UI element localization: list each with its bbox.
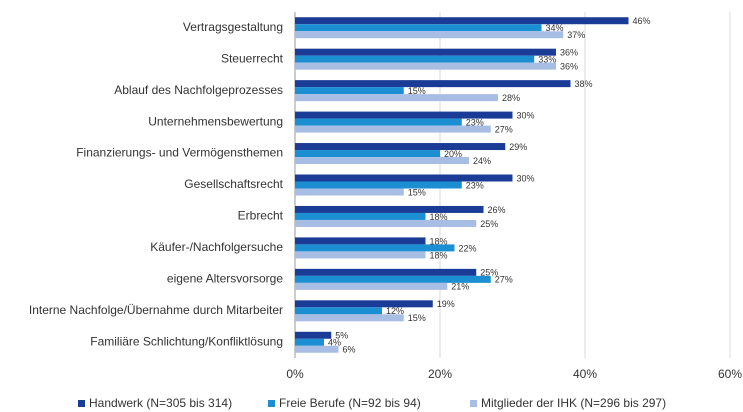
bar: [295, 157, 469, 165]
bar: [295, 24, 542, 32]
bar: [295, 219, 477, 227]
bar: [295, 244, 455, 252]
value-label: 24%: [473, 156, 491, 166]
value-label: 27%: [495, 275, 513, 285]
bar: [295, 345, 339, 353]
value-label: 6%: [343, 345, 356, 355]
legend-marker: [470, 400, 477, 407]
value-label: 18%: [430, 250, 448, 260]
bar: [295, 118, 462, 126]
legend-marker: [268, 400, 275, 407]
bar: [295, 48, 556, 56]
bar: [295, 307, 382, 315]
value-label: 34%: [546, 23, 564, 33]
value-label: 33%: [538, 55, 556, 65]
value-label: 28%: [502, 93, 520, 103]
bar: [295, 275, 491, 283]
legend-label: Freie Berufe (N=92 bis 94): [279, 396, 421, 410]
value-label: 23%: [466, 117, 484, 127]
x-tick-label: 0%: [286, 367, 304, 381]
value-label: 21%: [451, 282, 469, 292]
y-tick-label: Finanzierungs- und Vermögensthemen: [76, 146, 283, 160]
bar: [295, 212, 426, 220]
bar: [295, 143, 506, 151]
bar: [295, 331, 332, 339]
bar: [295, 268, 477, 276]
bar: [295, 150, 440, 158]
y-tick-label: Gesellschaftsrecht: [184, 177, 283, 191]
value-label: 23%: [466, 180, 484, 190]
value-label: 15%: [408, 313, 426, 323]
value-label: 4%: [328, 338, 341, 348]
value-label: 36%: [560, 62, 578, 72]
value-label: 46%: [633, 16, 651, 26]
bar: [295, 31, 564, 39]
value-label: 18%: [430, 212, 448, 222]
legend-label: Handwerk (N=305 bis 314): [89, 396, 232, 410]
y-tick-label: Käufer-/Nachfolgersuche: [150, 240, 283, 254]
value-label: 37%: [567, 30, 585, 40]
bar: [295, 188, 404, 196]
y-tick-label: Erbrecht: [238, 209, 284, 223]
bar: [295, 300, 433, 308]
value-label: 36%: [560, 48, 578, 58]
y-tick-label: eigene Altersvorsorge: [167, 272, 283, 286]
bar: [295, 181, 462, 189]
value-label: 15%: [408, 187, 426, 197]
value-label: 25%: [480, 268, 498, 278]
bar: [295, 80, 571, 88]
value-label: 29%: [509, 142, 527, 152]
y-tick-label: Familiäre Schlichtung/Konfliktlösung: [90, 334, 283, 348]
value-label: 5%: [335, 331, 348, 341]
y-tick-label: Steuerrecht: [221, 51, 284, 65]
bar: [295, 55, 535, 63]
y-tick-label: Interne Nachfolge/Übernahme durch Mitarb…: [29, 303, 283, 317]
bar: [295, 17, 629, 25]
bar: [295, 174, 513, 182]
value-label: 30%: [517, 173, 535, 183]
x-tick-label: 20%: [428, 367, 452, 381]
legend-marker: [78, 400, 85, 407]
value-label: 19%: [437, 299, 455, 309]
y-tick-label: Ablauf des Nachfolgeprozesses: [114, 83, 283, 97]
value-label: 25%: [480, 219, 498, 229]
bar: [295, 62, 556, 70]
value-label: 18%: [430, 236, 448, 246]
value-label: 38%: [575, 79, 593, 89]
value-label: 30%: [517, 110, 535, 120]
value-label: 12%: [386, 306, 404, 316]
bar: [295, 94, 498, 102]
bar: [295, 237, 426, 245]
bar: [295, 338, 324, 346]
bar: [295, 111, 513, 119]
bar: [295, 282, 448, 290]
bar: [295, 87, 404, 95]
value-label: 22%: [459, 243, 477, 253]
value-label: 15%: [408, 86, 426, 96]
y-tick-label: Vertragsgestaltung: [183, 20, 283, 34]
value-label: 20%: [444, 149, 462, 159]
bar: [295, 125, 491, 133]
legend-label: Mitglieder der IHK (N=296 bis 297): [481, 396, 666, 410]
y-tick-label: Unternehmensbewertung: [148, 114, 283, 128]
value-label: 26%: [488, 205, 506, 215]
x-tick-label: 40%: [573, 367, 597, 381]
bar: [295, 314, 404, 322]
bar: [295, 251, 426, 259]
value-label: 27%: [495, 124, 513, 134]
bar: [295, 205, 484, 213]
x-tick-label: 60%: [718, 367, 742, 381]
